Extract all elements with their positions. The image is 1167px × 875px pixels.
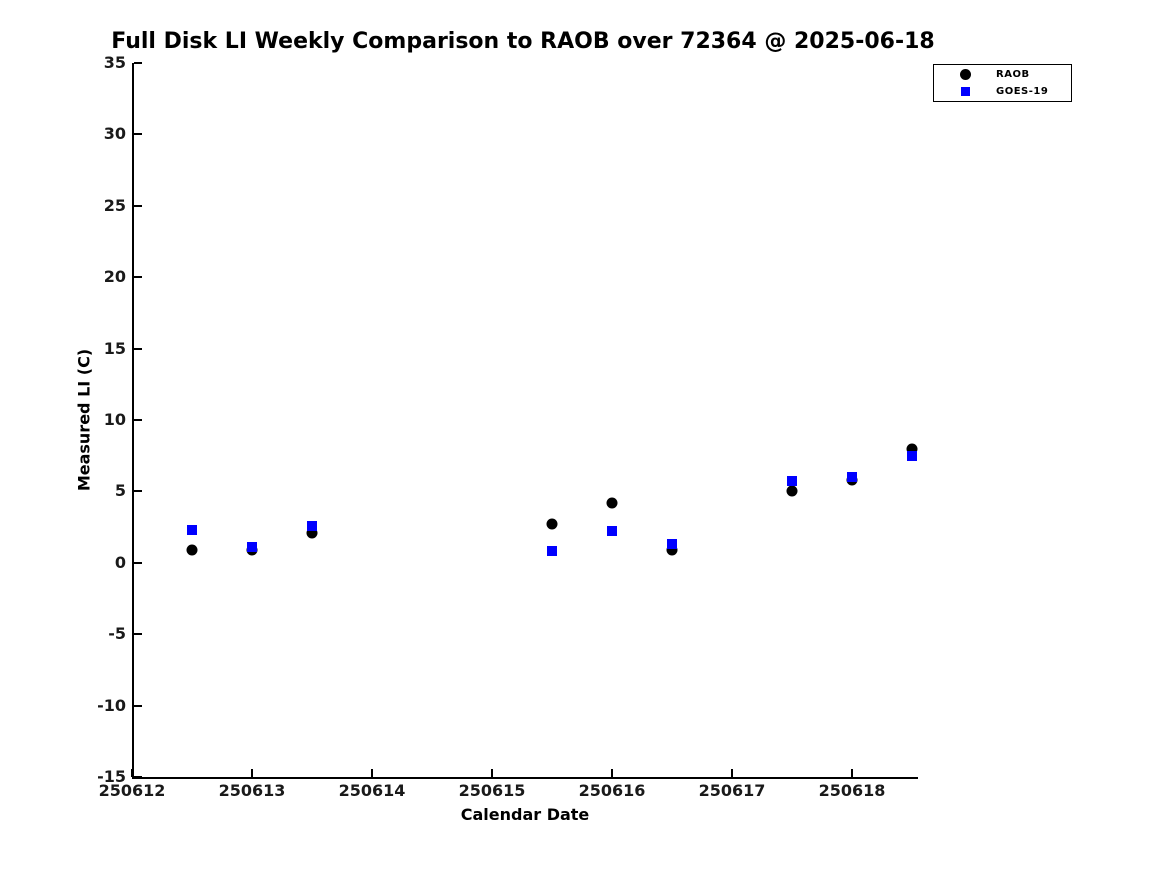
legend-label: RAOB xyxy=(996,69,1030,80)
legend-marker-cell xyxy=(934,87,996,96)
x-axis-spine xyxy=(132,777,918,779)
x-tick-mark xyxy=(491,769,493,777)
x-tick-label: 250612 xyxy=(98,781,166,800)
y-tick-label: -10 xyxy=(97,695,126,715)
data-point-goes-19 xyxy=(307,520,317,531)
y-axis-spine xyxy=(132,63,134,779)
data-point-raob xyxy=(186,544,198,556)
data-point-raob xyxy=(786,485,798,497)
y-tick-label: -5 xyxy=(108,624,126,644)
legend-marker-cell xyxy=(934,69,996,80)
y-tick-label: 30 xyxy=(103,124,126,144)
y-tick-label: -15 xyxy=(97,767,126,786)
data-point-raob xyxy=(306,527,318,539)
data-point-goes-19 xyxy=(667,539,677,550)
y-tick-mark xyxy=(134,62,142,64)
legend-raob-marker-icon xyxy=(959,69,971,80)
data-point-goes-19 xyxy=(547,546,557,557)
data-point-goes-19 xyxy=(907,450,917,461)
y-tick-mark xyxy=(134,133,142,136)
y-tick-label: 35 xyxy=(103,53,126,72)
y-tick-label: 10 xyxy=(103,410,126,429)
data-point-goes-19 xyxy=(847,472,857,483)
x-axis-label: Calendar Date xyxy=(460,805,590,824)
data-point-raob xyxy=(606,497,618,509)
data-point-raob xyxy=(906,443,918,455)
y-tick-mark xyxy=(134,776,142,778)
x-tick-label: 250614 xyxy=(338,781,406,800)
x-tick-mark xyxy=(611,769,613,777)
y-tick-label: 20 xyxy=(103,267,126,287)
y-tick-label: 5 xyxy=(114,481,126,501)
data-point-raob xyxy=(546,518,558,530)
chart-title: Full Disk LI Weekly Comparison to RAOB o… xyxy=(111,29,935,54)
data-point-goes-19 xyxy=(247,542,257,553)
y-tick-label: 25 xyxy=(103,195,126,215)
data-point-goes-19 xyxy=(187,524,197,535)
y-tick-mark xyxy=(134,490,142,493)
data-point-goes-19 xyxy=(787,476,797,487)
data-point-raob xyxy=(666,544,678,556)
x-tick-mark xyxy=(131,769,133,777)
y-tick-label: 15 xyxy=(103,338,126,358)
y-tick-mark xyxy=(134,204,142,207)
y-tick-mark xyxy=(134,276,142,279)
legend-goes-19-marker-icon xyxy=(960,87,970,96)
y-tick-label: 0 xyxy=(114,552,126,572)
y-tick-mark xyxy=(134,561,142,564)
legend-label: GOES-19 xyxy=(996,86,1049,97)
x-tick-label: 250615 xyxy=(458,781,526,800)
y-tick-mark xyxy=(134,704,142,707)
legend: RAOB GOES-19 xyxy=(933,64,1072,102)
x-tick-mark xyxy=(371,769,373,777)
x-tick-label: 250616 xyxy=(578,781,646,800)
x-tick-mark xyxy=(851,769,853,777)
x-tick-label: 250613 xyxy=(218,781,286,800)
x-tick-label: 250617 xyxy=(698,781,766,800)
y-tick-mark xyxy=(134,347,142,350)
legend-entry: GOES-19 xyxy=(934,83,1071,100)
x-tick-label: 250618 xyxy=(818,781,886,800)
y-tick-mark xyxy=(134,633,142,636)
legend-entry: RAOB xyxy=(934,66,1071,83)
y-tick-mark xyxy=(134,419,142,421)
x-tick-mark xyxy=(731,769,733,777)
data-point-goes-19 xyxy=(607,526,617,537)
x-tick-mark xyxy=(251,769,253,777)
